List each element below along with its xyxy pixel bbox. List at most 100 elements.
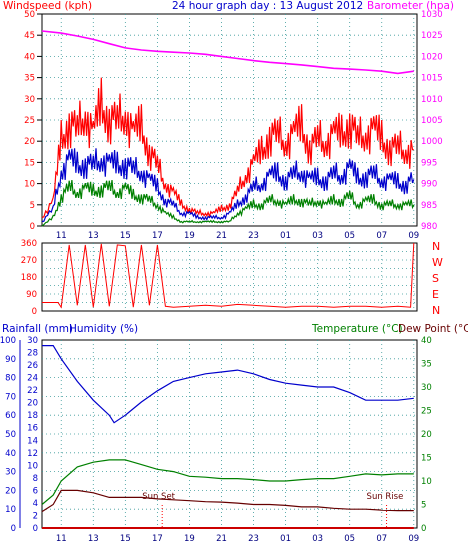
temperature-line <box>41 459 414 505</box>
temperature-tick-label: 20 <box>421 430 432 440</box>
temperature-tick-label: 30 <box>421 383 432 393</box>
rainfall-axis-title: Rainfall (mm) <box>2 323 73 335</box>
windspeed-tick-label: 50 <box>24 10 35 20</box>
humidity-tick-label: 60 <box>5 411 16 421</box>
rainfall-tick-label: 18 <box>27 411 38 421</box>
temperature-tick-label: 5 <box>421 501 426 511</box>
x-tick-label: 11 <box>56 231 67 241</box>
windspeed-tick-label: 10 <box>24 180 35 190</box>
barometer-tick-label: 995 <box>421 158 437 168</box>
rainfall-tick-label: 0 <box>33 524 38 534</box>
temperature-tick-label: 0 <box>421 524 426 534</box>
x-tick-label: 19 <box>184 231 195 241</box>
temperature-tick-label: 10 <box>421 477 432 487</box>
barometer-tick-label: 985 <box>421 201 437 211</box>
x-tick-label: 13 <box>88 534 99 544</box>
x-tick-label: 11 <box>56 534 67 544</box>
rainfall-tick-label: 12 <box>27 449 38 459</box>
dewpoint-axis-title: Dew Point (°C) <box>398 323 468 335</box>
compass-label: W <box>432 256 443 269</box>
barometer-tick-label: 1005 <box>421 116 443 126</box>
rainfall-tick-label: 20 <box>27 399 38 409</box>
x-tick-label: 01 <box>280 534 291 544</box>
x-tick-label: 09 <box>408 231 419 241</box>
x-tick-label: 13 <box>88 231 99 241</box>
dewpoint-line <box>41 489 414 513</box>
x-tick-label: 03 <box>312 534 323 544</box>
rainfall-tick-label: 2 <box>33 511 38 521</box>
average-wind-line <box>41 148 415 223</box>
compass-label: N <box>432 240 440 253</box>
compass-label: E <box>432 288 439 301</box>
humidity-tick-label: 20 <box>5 486 16 496</box>
windspeed-axis-title: Windspeed (kph) <box>3 0 92 12</box>
temperature-axis-title: Temperature (°C) <box>311 323 403 335</box>
x-tick-label: 05 <box>344 231 355 241</box>
x-tick-label: 07 <box>376 534 387 544</box>
x-tick-label: 19 <box>184 534 195 544</box>
barometer-tick-label: 1030 <box>421 10 443 20</box>
windspeed-tick-label: 20 <box>24 137 35 147</box>
direction-tick-label: 270 <box>21 256 37 266</box>
windspeed-tick-label: 40 <box>24 52 35 62</box>
x-tick-label: 23 <box>248 534 259 544</box>
x-tick-label: 07 <box>376 231 387 241</box>
barometer-tick-label: 1010 <box>421 95 443 105</box>
x-tick-label: 15 <box>120 231 131 241</box>
barometer-tick-label: 1015 <box>421 74 443 84</box>
rainfall-tick-label: 28 <box>27 349 38 359</box>
humidity-tick-label: 30 <box>5 468 16 478</box>
barometer-line <box>41 30 414 75</box>
x-tick-label: 03 <box>312 231 323 241</box>
barometer-tick-label: 990 <box>421 180 437 190</box>
windspeed-tick-label: 45 <box>24 31 35 41</box>
compass-label: N <box>432 304 440 317</box>
humidity-tick-label: 70 <box>5 392 16 402</box>
wind-plot: 0510152025303540455098098599099510001005… <box>24 10 442 241</box>
temperature-tick-label: 40 <box>421 336 432 346</box>
barometer-axis-title: Barometer (hpa) <box>367 0 454 12</box>
rainfall-tick-label: 8 <box>33 474 38 484</box>
humidity-tick-label: 10 <box>5 505 16 515</box>
x-tick-label: 15 <box>120 534 131 544</box>
humidity-tick-label: 50 <box>5 430 16 440</box>
gust-line <box>41 77 414 219</box>
sunrise-label: Sun Rise <box>367 492 404 502</box>
x-tick-label: 05 <box>344 534 355 544</box>
sunset-label: Sun Set <box>142 492 175 502</box>
humidity-line <box>42 345 414 424</box>
windspeed-tick-label: 30 <box>24 95 35 105</box>
compass-label: S <box>432 272 439 285</box>
humidity-axis-title: Humidity (%) <box>69 323 138 335</box>
rainfall-tick-label: 4 <box>33 499 38 509</box>
barometer-tick-label: 1020 <box>421 52 443 62</box>
windspeed-tick-label: 25 <box>24 116 35 126</box>
humidity-tick-label: 90 <box>5 355 16 365</box>
rainfall-tick-label: 14 <box>27 436 38 446</box>
direction-tick-label: 90 <box>26 290 37 300</box>
wind-line <box>41 180 415 227</box>
barometer-tick-label: 1025 <box>421 31 443 41</box>
x-tick-label: 01 <box>280 231 291 241</box>
barometer-tick-label: 980 <box>421 222 437 232</box>
rainfall-tick-label: 30 <box>27 336 38 346</box>
humidity-tick-label: 0 <box>11 524 16 534</box>
windspeed-tick-label: 35 <box>24 74 35 84</box>
temperature-tick-label: 15 <box>421 454 432 464</box>
direction-tick-label: 180 <box>21 273 37 283</box>
rainfall-tick-label: 22 <box>27 386 38 396</box>
barometer-tick-label: 1000 <box>421 137 443 147</box>
direction-tick-label: 360 <box>21 239 37 249</box>
humidity-tick-label: 80 <box>5 374 16 384</box>
x-tick-label: 09 <box>408 534 419 544</box>
x-tick-label: 17 <box>152 534 163 544</box>
rainfall-tick-label: 24 <box>27 374 38 384</box>
x-tick-label: 21 <box>216 231 227 241</box>
direction-line <box>42 242 415 309</box>
temperature-tick-label: 25 <box>421 407 432 417</box>
x-tick-label: 17 <box>152 231 163 241</box>
rainfall-tick-label: 16 <box>27 424 38 434</box>
